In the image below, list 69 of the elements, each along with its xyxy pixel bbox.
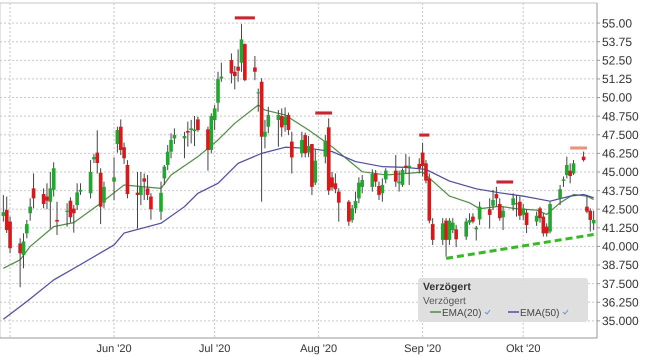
candlestick — [582, 151, 586, 162]
candlestick — [478, 201, 482, 226]
candlestick — [313, 149, 318, 186]
candlestick — [55, 201, 59, 236]
x-tick-label: Jun '20 — [96, 343, 132, 355]
y-tick-label: 41.250 — [602, 221, 640, 236]
y-tick-label: 38.750 — [602, 258, 640, 272]
y-tick-label: 36.250 — [602, 295, 640, 310]
candlestick — [112, 156, 116, 200]
candlestick — [65, 202, 69, 228]
candlestick — [290, 131, 294, 174]
candlestick — [404, 154, 408, 174]
y-tick-label: 52.50 — [602, 54, 632, 68]
legend-label: EMA(20) — [442, 308, 482, 319]
candlestick — [303, 132, 308, 158]
candlestick — [32, 172, 36, 209]
candlestick — [116, 126, 120, 154]
line-series — [2, 146, 594, 320]
candlestick — [562, 176, 566, 188]
y-tick-label: 37.500 — [602, 276, 640, 291]
candlestick — [256, 88, 260, 112]
candlestick — [25, 219, 29, 239]
legend-label: EMA(50) — [520, 308, 560, 319]
y-tick-label: 50.00 — [602, 90, 632, 105]
candlestick — [407, 156, 411, 186]
y-tick-label: 53.75 — [602, 34, 632, 49]
y-tick-label: 46.250 — [602, 146, 640, 161]
y-tick-label: 51.25 — [602, 72, 632, 86]
candlestick — [75, 182, 79, 210]
candlestick — [347, 199, 351, 226]
candlestick — [88, 160, 92, 199]
candlestick — [394, 154, 398, 188]
y-tick-label: 43.750 — [602, 184, 640, 198]
candlestick — [501, 206, 505, 231]
candlestick — [471, 212, 475, 224]
candlestick — [474, 225, 478, 241]
annotation: Verzögert — [423, 296, 466, 307]
y-tick-label: 45.000 — [602, 165, 640, 180]
line-series — [2, 104, 594, 269]
candlestick — [440, 218, 445, 246]
candlestick — [42, 188, 46, 209]
candlestick — [448, 218, 452, 246]
x-tick-label: Aug '20 — [300, 343, 338, 355]
legend-title: Verzögert — [423, 281, 472, 293]
candlestick — [253, 56, 257, 81]
y-tick-label: 48.750 — [602, 109, 640, 124]
candlestick — [102, 181, 106, 209]
x-tick-label: Jul '20 — [198, 343, 230, 355]
candlestick — [558, 184, 562, 206]
y-tick-label: 40.000 — [602, 240, 640, 254]
y-tick-label: 47.500 — [602, 128, 640, 142]
candlestick — [206, 126, 210, 172]
y-tick-label: 35.000 — [602, 314, 640, 328]
candlestick — [300, 131, 304, 158]
candlestick — [592, 210, 596, 231]
candlestick — [192, 116, 196, 147]
y-tick-label: 55.00 — [602, 16, 632, 30]
candlestick — [324, 134, 328, 164]
candlestick — [518, 196, 522, 220]
y-tick-label: 42.500 — [602, 202, 640, 216]
candlestick — [370, 168, 374, 192]
candlestick — [136, 171, 140, 230]
candlestick — [159, 181, 163, 220]
candlestick — [514, 194, 518, 218]
candlestick — [45, 182, 49, 210]
candlestick — [2, 194, 6, 222]
candlestick — [276, 110, 280, 148]
x-tick-label: Okt '20 — [506, 343, 540, 355]
x-tick-label: Sep '20 — [404, 343, 442, 355]
